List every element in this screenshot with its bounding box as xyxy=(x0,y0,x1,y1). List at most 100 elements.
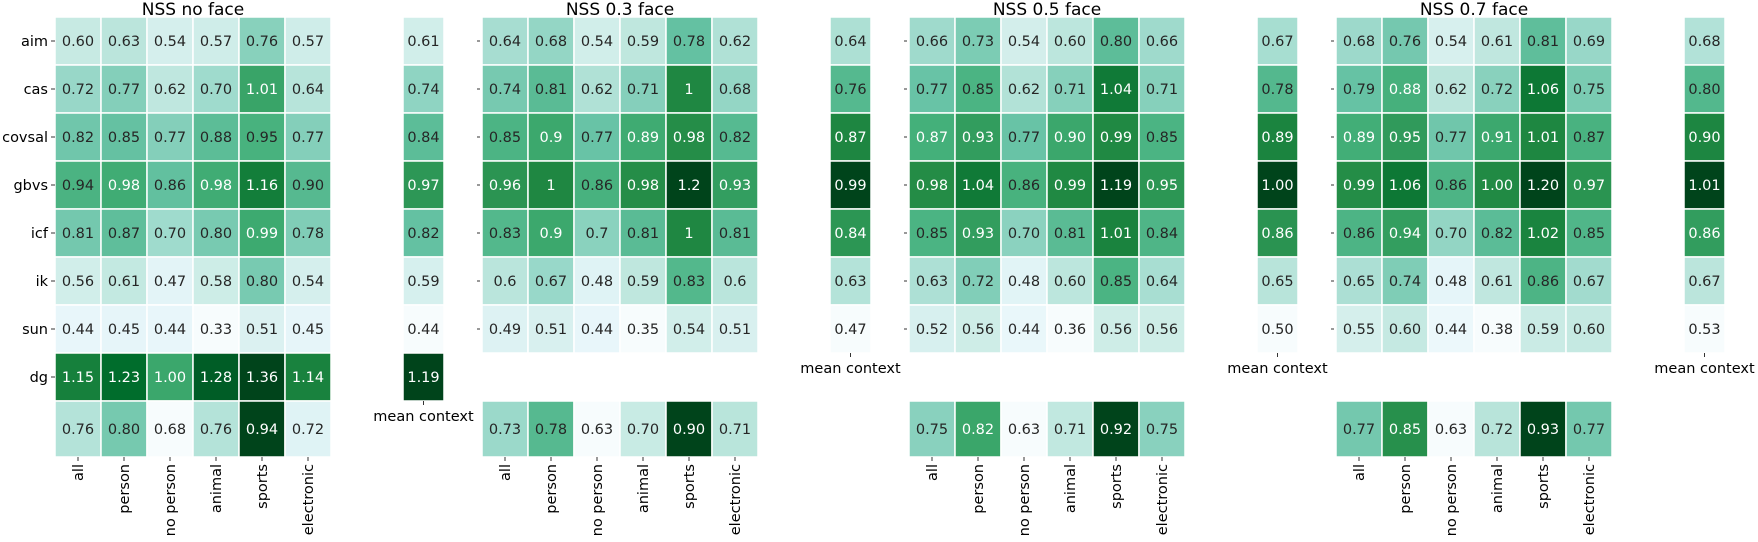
heatmap-cell-p1-covsal-electronic xyxy=(284,112,332,162)
heatmap-cell-p3-gbvs-all-label: 0.98 xyxy=(916,178,948,194)
heatmap-cell-p1-sun-no-person xyxy=(146,304,194,354)
heatmap-cell-p4-ik-animal-label: 0.61 xyxy=(1481,274,1513,290)
heatmap-cell-p4-covsal-person xyxy=(1381,112,1429,162)
heatmap-cell-p2-covsal-no-person-label: 0.77 xyxy=(581,130,613,146)
mean-context-cell-p2-cas-label: 0.76 xyxy=(834,82,866,98)
heatmap-cell-p4-ik-electronic xyxy=(1565,256,1613,306)
category-label-all-p4: all xyxy=(1352,464,1368,481)
mean-context-cell-p3-ik xyxy=(1256,256,1299,306)
heatmap-cell-p2-cas-sports-label: 1 xyxy=(684,82,693,98)
mean-context-cell-p3-covsal-label: 0.89 xyxy=(1261,130,1293,146)
category-mean-cell-p3-all-label: 0.75 xyxy=(916,422,948,438)
mean-context-cell-p4-icf xyxy=(1683,208,1726,258)
heatmap-cell-p3-aim-animal-label: 0.60 xyxy=(1054,34,1086,50)
heatmap-cell-p3-covsal-all xyxy=(908,112,956,162)
heatmap-cell-p3-cas-electronic-label: 0.71 xyxy=(1146,82,1178,98)
heatmap-cell-p3-aim-sports-label: 0.80 xyxy=(1100,34,1132,50)
heatmap-cell-p2-sun-person-label: 0.51 xyxy=(535,322,567,338)
row-label-sun: sun xyxy=(22,322,48,338)
mean-context-cell-p1-gbvs-label: 0.97 xyxy=(407,178,439,194)
row-label-aim: aim xyxy=(21,34,48,50)
category-label-animal-p2: animal xyxy=(636,464,652,513)
heatmap-cell-p3-gbvs-person-label: 1.04 xyxy=(962,178,994,194)
heatmap-cell-p2-icf-person-label: 0.9 xyxy=(539,226,562,242)
mean-context-cell-p1-aim-label: 0.61 xyxy=(407,34,439,50)
heatmap-cell-p2-gbvs-electronic-label: 0.93 xyxy=(719,178,751,194)
category-mean-cell-p3-animal-label: 0.71 xyxy=(1054,422,1086,438)
heatmap-cell-p2-ik-all xyxy=(481,256,529,306)
heatmap-cell-p3-covsal-sports-label: 0.99 xyxy=(1100,130,1132,146)
category-label-electronic-p4: electronic xyxy=(1582,464,1598,535)
heatmap-cell-p1-covsal-no-person xyxy=(146,112,194,162)
heatmap-cell-p2-ik-animal-label: 0.59 xyxy=(627,274,659,290)
heatmap-cell-p2-icf-electronic-label: 0.81 xyxy=(719,226,751,242)
heatmap-cell-p1-icf-person-label: 0.87 xyxy=(108,226,140,242)
heatmap-cell-p4-cas-electronic-label: 0.75 xyxy=(1573,82,1605,98)
category-label-person-p1: person xyxy=(117,464,133,514)
heatmap-cell-p3-icf-sports-label: 1.01 xyxy=(1100,226,1132,242)
heatmap-cell-p1-cas-all-label: 0.72 xyxy=(62,82,94,98)
heatmap-cell-p3-gbvs-no-person-label: 0.86 xyxy=(1008,178,1040,194)
heatmap-cell-p4-icf-animal-label: 0.82 xyxy=(1481,226,1513,242)
heatmap-cell-p4-sun-no-person-label: 0.44 xyxy=(1435,322,1467,338)
heatmap-cell-p3-sun-person xyxy=(954,304,1002,354)
heatmap-cell-p4-gbvs-animal xyxy=(1473,160,1521,210)
heatmap-cell-p4-gbvs-animal-label: 1.00 xyxy=(1481,178,1513,194)
heatmap-cell-p3-icf-no-person xyxy=(1000,208,1048,258)
heatmap-cell-p1-gbvs-sports xyxy=(238,160,286,210)
mean-context-cell-p1-sun-label: 0.44 xyxy=(407,322,439,338)
heatmap-cell-p2-gbvs-all-label: 0.96 xyxy=(489,178,521,194)
mean-context-cell-p1-gbvs xyxy=(402,160,445,210)
heatmap-cell-p2-sun-person xyxy=(527,304,575,354)
heatmap-cell-p3-covsal-electronic-label: 0.85 xyxy=(1146,130,1178,146)
heatmap-cell-p3-cas-all-label: 0.77 xyxy=(916,82,948,98)
category-label-sports-p3: sports xyxy=(1109,464,1125,509)
heatmap-cell-p4-covsal-all-label: 0.89 xyxy=(1343,130,1375,146)
heatmap-cell-p1-cas-electronic xyxy=(284,64,332,114)
heatmap-cell-p2-aim-all-label: 0.64 xyxy=(489,34,521,50)
category-mean-cell-p3-person-label: 0.82 xyxy=(962,422,994,438)
mean-context-cell-p1-ik xyxy=(402,256,445,306)
heatmap-cell-p2-sun-all xyxy=(481,304,529,354)
heatmap-cell-p3-sun-all-label: 0.52 xyxy=(916,322,948,338)
heatmap-cell-p4-gbvs-electronic xyxy=(1565,160,1613,210)
heatmap-cell-p1-aim-all-label: 0.60 xyxy=(62,34,94,50)
heatmap-cell-p4-covsal-electronic-label: 0.87 xyxy=(1573,130,1605,146)
heatmap-cell-p2-gbvs-all xyxy=(481,160,529,210)
mean-context-cell-p2-sun-label: 0.47 xyxy=(834,322,866,338)
heatmap-cell-p2-gbvs-electronic xyxy=(711,160,759,210)
heatmap-cell-p1-dg-animal xyxy=(192,352,240,402)
heatmap-cell-p1-covsal-sports-label: 0.95 xyxy=(246,130,278,146)
heatmap-cell-p1-icf-all-label: 0.81 xyxy=(62,226,94,242)
heatmap-cell-p4-aim-all xyxy=(1335,16,1383,66)
heatmap-cell-p4-cas-all xyxy=(1335,64,1383,114)
mean-context-cell-p3-sun xyxy=(1256,304,1299,354)
heatmap-cell-p4-covsal-person-label: 0.95 xyxy=(1389,130,1421,146)
heatmap-cell-p3-cas-person-label: 0.85 xyxy=(962,82,994,98)
heatmap-cell-p4-aim-animal-label: 0.61 xyxy=(1481,34,1513,50)
category-mean-cell-p2-sports xyxy=(665,400,713,458)
heatmap-cell-p2-aim-person xyxy=(527,16,575,66)
category-mean-cell-p1-person-label: 0.80 xyxy=(108,422,140,438)
mean-context-cell-p4-sun xyxy=(1683,304,1726,354)
heatmap-cell-p1-ik-no-person-label: 0.47 xyxy=(154,274,186,290)
category-mean-cell-p4-sports xyxy=(1519,400,1567,458)
heatmap-cell-p2-cas-all-label: 0.74 xyxy=(489,82,521,98)
heatmap-cell-p4-gbvs-sports-label: 1.20 xyxy=(1527,178,1559,194)
mean-context-cell-p2-ik xyxy=(829,256,872,306)
category-mean-cell-p3-electronic xyxy=(1138,400,1186,458)
mean-context-cell-p3-cas-label: 0.78 xyxy=(1261,82,1293,98)
heatmap-cell-p2-covsal-electronic-label: 0.82 xyxy=(719,130,751,146)
heatmap-cell-p1-icf-electronic xyxy=(284,208,332,258)
heatmap-cell-p4-cas-electronic xyxy=(1565,64,1613,114)
mean-context-cell-p3-icf-label: 0.86 xyxy=(1261,226,1293,242)
heatmap-cell-p3-sun-no-person-label: 0.44 xyxy=(1008,322,1040,338)
heatmap-cell-p3-aim-all-label: 0.66 xyxy=(916,34,948,50)
heatmap-cell-p4-gbvs-electronic-label: 0.97 xyxy=(1573,178,1605,194)
category-mean-cell-p2-all-label: 0.73 xyxy=(489,422,521,438)
heatmap-cell-p4-gbvs-all xyxy=(1335,160,1383,210)
heatmap-cell-p1-aim-sports-label: 0.76 xyxy=(246,34,278,50)
heatmap-cell-p3-icf-person xyxy=(954,208,1002,258)
heatmap-cell-p2-gbvs-animal-label: 0.98 xyxy=(627,178,659,194)
